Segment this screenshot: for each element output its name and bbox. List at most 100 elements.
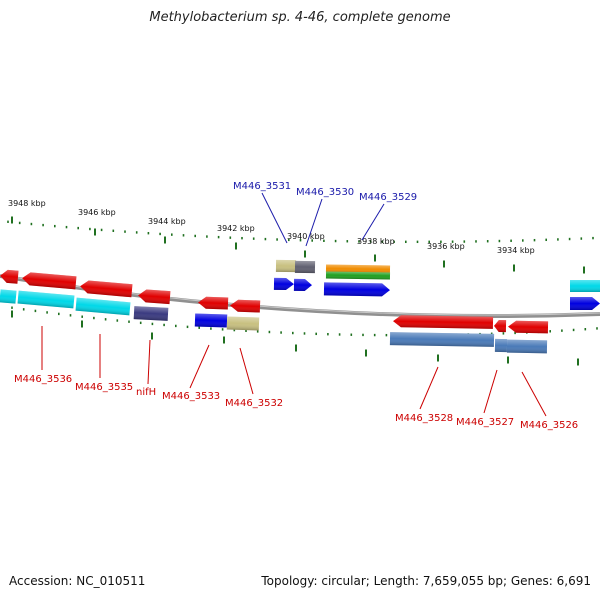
major-tick [577, 358, 579, 366]
minor-tick [147, 231, 150, 235]
major-tick [443, 260, 445, 268]
scale-ticks [7, 216, 598, 366]
minor-tick [510, 239, 512, 242]
accession-text: Accession: NC_010511 [9, 574, 146, 588]
minor-tick [522, 239, 524, 242]
minor-tick [34, 309, 37, 313]
minor-tick [163, 323, 165, 327]
minor-tick [338, 333, 341, 336]
major-tick [437, 354, 439, 362]
minor-tick [381, 240, 384, 243]
minor-tick [276, 238, 278, 241]
minor-tick [206, 235, 208, 238]
scale-label: 3938 kbp [357, 237, 395, 246]
scale-label: 3942 kbp [217, 224, 255, 233]
gene-feature [389, 332, 495, 347]
minor-tick [334, 239, 337, 243]
major-tick [11, 216, 13, 224]
major-tick [11, 310, 13, 318]
gene-label: M446_3533 [162, 391, 220, 402]
cds-feature [508, 320, 549, 334]
major-tick [513, 264, 515, 272]
minor-tick [93, 316, 95, 320]
minor-tick [11, 306, 13, 309]
leader-line [239, 347, 254, 395]
gene-feature [325, 264, 391, 274]
minor-tick [323, 239, 325, 243]
minor-tick [89, 227, 91, 231]
minor-tick [252, 237, 255, 240]
minor-tick [315, 332, 317, 336]
minor-tick [428, 240, 430, 244]
minor-tick [299, 239, 302, 242]
minor-tick [182, 234, 185, 237]
major-tick [365, 349, 367, 357]
minor-tick [350, 333, 353, 336]
minor-tick [385, 333, 388, 337]
leader-line [261, 192, 288, 244]
scale-label: 3936 kbp [427, 242, 465, 251]
minor-tick [486, 240, 489, 243]
cds-feature [198, 296, 229, 310]
major-tick [295, 344, 297, 352]
minor-tick [171, 233, 173, 236]
scale-labels: 3948 kbp 3946 kbp 3944 kbp 3942 kbp 3940 kbp… [8, 199, 535, 255]
cds-feature [494, 319, 507, 333]
minor-tick [327, 332, 329, 336]
major-tick [235, 242, 237, 250]
gene-label: nifH [136, 387, 156, 398]
gene-label: M446_3532 [225, 398, 283, 409]
minor-tick [514, 331, 516, 335]
minor-tick [311, 239, 313, 242]
gene-feature [226, 316, 260, 331]
scale-label: 3940 kbp [287, 232, 325, 241]
minor-tick [416, 240, 419, 244]
gene-feature [325, 271, 391, 280]
minor-tick [256, 330, 259, 333]
page-title: Methylobacterium sp. 4-46, complete geno… [149, 10, 451, 25]
minor-tick [545, 238, 547, 242]
gene-label: M446_3528 [395, 413, 453, 424]
minor-tick [268, 330, 271, 334]
minor-tick [463, 240, 466, 243]
leader-line [305, 198, 323, 247]
minor-tick [451, 240, 454, 243]
minor-tick [405, 240, 407, 244]
gene-label: M446_3529 [359, 192, 417, 203]
minor-tick [159, 232, 161, 236]
minor-tick [533, 238, 536, 242]
gene-label: M446_3531 [233, 181, 291, 192]
gene-label: M446_3527 [456, 417, 514, 428]
minor-tick [229, 236, 232, 239]
minor-tick [592, 236, 594, 240]
cds-feature [0, 269, 19, 284]
major-tick [164, 236, 166, 244]
cds-feature [22, 272, 77, 290]
minor-tick [549, 330, 551, 333]
major-tick [374, 254, 376, 262]
minor-tick [124, 230, 126, 233]
major-tick [223, 336, 225, 344]
minor-tick [292, 331, 294, 335]
leader-line [361, 203, 385, 241]
minor-tick [362, 333, 364, 337]
minor-tick [116, 319, 119, 322]
minor-tick [58, 312, 60, 316]
leader-line [483, 369, 498, 414]
scale-label: 3934 kbp [497, 246, 535, 255]
minor-tick [393, 240, 395, 243]
gene-feature [570, 280, 600, 292]
minor-tick [245, 329, 247, 332]
major-tick [151, 332, 153, 340]
major-tick [304, 250, 306, 258]
gene-feature [275, 259, 297, 273]
leader-line [419, 366, 439, 410]
cds-feature [323, 282, 390, 297]
minor-tick [568, 237, 571, 241]
minor-tick [100, 228, 103, 232]
minor-tick [42, 223, 44, 227]
cds-feature [293, 278, 312, 292]
gene-feature [294, 260, 316, 274]
leader-line [147, 339, 151, 385]
